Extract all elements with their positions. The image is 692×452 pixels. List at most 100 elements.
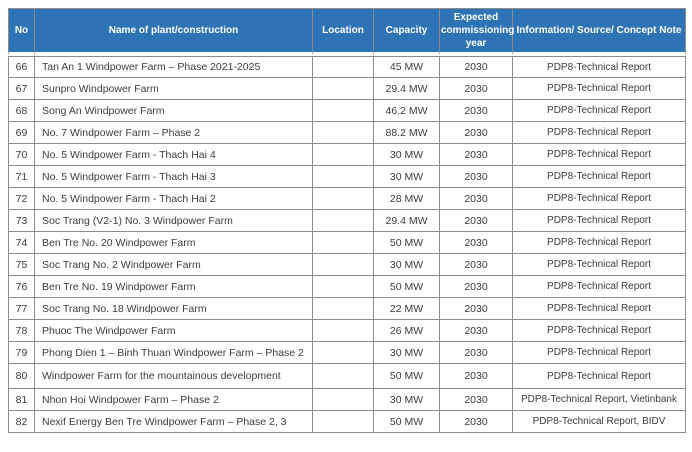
- cell-year: 2030: [440, 56, 513, 78]
- cell-source: PDP8-Technical Report: [513, 364, 686, 389]
- cell-name: No. 5 Windpower Farm - Thach Hai 2: [35, 188, 313, 210]
- cell-location: [313, 188, 374, 210]
- cell-no: 80: [8, 364, 35, 389]
- cell-capacity: 50 MW: [374, 276, 440, 298]
- cell-name: Tan An 1 Windpower Farm – Phase 2021-202…: [35, 56, 313, 78]
- table-row: 73 Soc Trang (V2-1) No. 3 Windpower Farm…: [8, 210, 686, 232]
- cell-no: 74: [8, 232, 35, 254]
- cell-source: PDP8-Technical Report: [513, 298, 686, 320]
- col-header-no: No: [8, 8, 35, 56]
- cell-location: [313, 411, 374, 433]
- table-row: 71 No. 5 Windpower Farm - Thach Hai 3 30…: [8, 166, 686, 188]
- cell-capacity: 30 MW: [374, 166, 440, 188]
- cell-source: PDP8-Technical Report: [513, 342, 686, 364]
- cell-no: 70: [8, 144, 35, 166]
- cell-no: 79: [8, 342, 35, 364]
- cell-location: [313, 56, 374, 78]
- cell-no: 66: [8, 56, 35, 78]
- cell-year: 2030: [440, 210, 513, 232]
- cell-location: [313, 166, 374, 188]
- table-row: 67 Sunpro Windpower Farm 29.4 MW 2030 PD…: [8, 78, 686, 100]
- cell-year: 2030: [440, 364, 513, 389]
- cell-location: [313, 144, 374, 166]
- cell-name: Nexif Energy Ben Tre Windpower Farm – Ph…: [35, 411, 313, 433]
- cell-name: Phong Dien 1 – Binh Thuan Windpower Farm…: [35, 342, 313, 364]
- cell-name: Sunpro Windpower Farm: [35, 78, 313, 100]
- cell-no: 75: [8, 254, 35, 276]
- cell-location: [313, 122, 374, 144]
- cell-no: 76: [8, 276, 35, 298]
- cell-year: 2030: [440, 144, 513, 166]
- cell-source: PDP8-Technical Report: [513, 56, 686, 78]
- cell-name: No. 5 Windpower Farm - Thach Hai 4: [35, 144, 313, 166]
- table-row: 66 Tan An 1 Windpower Farm – Phase 2021-…: [8, 56, 686, 78]
- cell-no: 82: [8, 411, 35, 433]
- cell-location: [313, 232, 374, 254]
- cell-source: PDP8-Technical Report: [513, 144, 686, 166]
- cell-name: Phuoc The Windpower Farm: [35, 320, 313, 342]
- cell-location: [313, 276, 374, 298]
- col-header-source: Information/ Source/ Concept Note: [513, 8, 686, 56]
- table-row: 69 No. 7 Windpower Farm – Phase 2 88.2 M…: [8, 122, 686, 144]
- cell-location: [313, 100, 374, 122]
- cell-year: 2030: [440, 254, 513, 276]
- cell-source: PDP8-Technical Report: [513, 232, 686, 254]
- table-row: 72 No. 5 Windpower Farm - Thach Hai 2 28…: [8, 188, 686, 210]
- col-header-year: Expected commissioning year: [440, 8, 514, 56]
- header-row: No Name of plant/construction Location C…: [8, 8, 686, 56]
- cell-year: 2030: [440, 166, 513, 188]
- cell-no: 67: [8, 78, 35, 100]
- plants-table: No Name of plant/construction Location C…: [8, 8, 686, 433]
- cell-year: 2030: [440, 298, 513, 320]
- cell-name: No. 7 Windpower Farm – Phase 2: [35, 122, 313, 144]
- cell-name: Soc Trang No. 2 Windpower Farm: [35, 254, 313, 276]
- cell-no: 78: [8, 320, 35, 342]
- cell-year: 2030: [440, 188, 513, 210]
- cell-source: PDP8-Technical Report: [513, 188, 686, 210]
- cell-location: [313, 320, 374, 342]
- cell-source: PDP8-Technical Report: [513, 78, 686, 100]
- cell-source: PDP8-Technical Report: [513, 254, 686, 276]
- cell-no: 68: [8, 100, 35, 122]
- cell-name: Song An Windpower Farm: [35, 100, 313, 122]
- cell-no: 69: [8, 122, 35, 144]
- table-body: 66 Tan An 1 Windpower Farm – Phase 2021-…: [8, 56, 686, 433]
- cell-name: Ben Tre No. 19 Windpower Farm: [35, 276, 313, 298]
- cell-year: 2030: [440, 389, 513, 411]
- cell-name: Nhon Hoi Windpower Farm – Phase 2: [35, 389, 313, 411]
- cell-location: [313, 254, 374, 276]
- cell-source: PDP8-Technical Report: [513, 276, 686, 298]
- cell-year: 2030: [440, 276, 513, 298]
- table-row: 78 Phuoc The Windpower Farm 26 MW 2030 P…: [8, 320, 686, 342]
- cell-year: 2030: [440, 342, 513, 364]
- cell-source: PDP8-Technical Report: [513, 210, 686, 232]
- col-header-location: Location: [313, 8, 374, 56]
- table-row: 68 Song An Windpower Farm 46.2 MW 2030 P…: [8, 100, 686, 122]
- cell-capacity: 29.4 MW: [374, 210, 440, 232]
- cell-source: PDP8-Technical Report: [513, 320, 686, 342]
- cell-year: 2030: [440, 232, 513, 254]
- cell-year: 2030: [440, 411, 513, 433]
- table-row: 70 No. 5 Windpower Farm - Thach Hai 4 30…: [8, 144, 686, 166]
- cell-year: 2030: [440, 100, 513, 122]
- cell-source: PDP8-Technical Report: [513, 122, 686, 144]
- cell-source: PDP8-Technical Report: [513, 166, 686, 188]
- cell-capacity: 30 MW: [374, 254, 440, 276]
- cell-location: [313, 364, 374, 389]
- table-row: 80 Windpower Farm for the mountainous de…: [8, 364, 686, 389]
- cell-capacity: 46.2 MW: [374, 100, 440, 122]
- cell-location: [313, 210, 374, 232]
- cell-location: [313, 78, 374, 100]
- cell-capacity: 29.4 MW: [374, 78, 440, 100]
- cell-capacity: 45 MW: [374, 56, 440, 78]
- cell-capacity: 28 MW: [374, 188, 440, 210]
- cell-no: 81: [8, 389, 35, 411]
- cell-capacity: 88.2 MW: [374, 122, 440, 144]
- cell-location: [313, 298, 374, 320]
- cell-name: Ben Tre No. 20 Windpower Farm: [35, 232, 313, 254]
- cell-capacity: 50 MW: [374, 411, 440, 433]
- cell-capacity: 26 MW: [374, 320, 440, 342]
- table-row: 74 Ben Tre No. 20 Windpower Farm 50 MW 2…: [8, 232, 686, 254]
- cell-capacity: 30 MW: [374, 389, 440, 411]
